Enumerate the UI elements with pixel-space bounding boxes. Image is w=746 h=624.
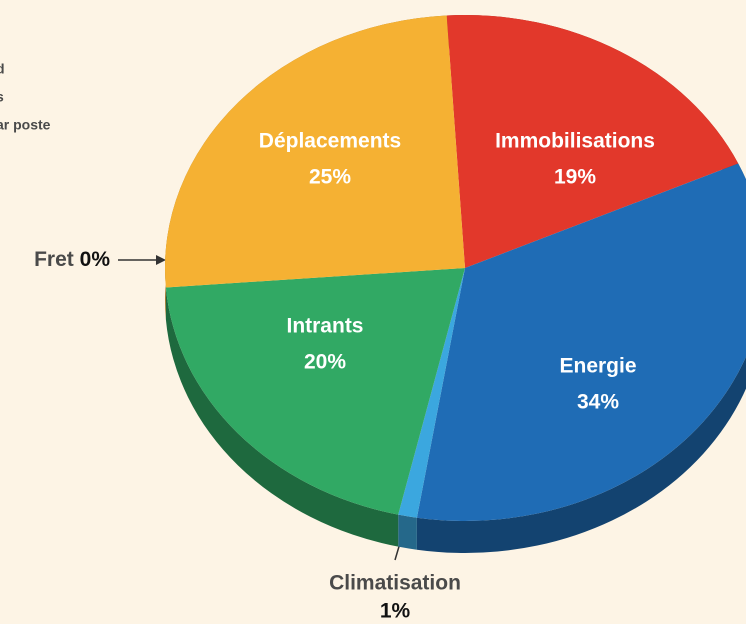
- title-line: d: [0, 61, 5, 77]
- slice: [446, 14, 739, 268]
- arrow-head: [156, 255, 166, 265]
- slice-label: Déplacements: [259, 130, 401, 153]
- slice-label: Fret: [34, 248, 74, 271]
- slice-value: 34%: [577, 391, 619, 414]
- slice: [165, 268, 466, 515]
- slice-side: [398, 514, 417, 550]
- title-line: s: [0, 89, 4, 105]
- slice: [164, 15, 465, 288]
- slice-label: Energie: [559, 355, 636, 378]
- slice-value: 19%: [554, 166, 596, 189]
- slice-side: [165, 287, 399, 547]
- slice-label: Fret 0%: [34, 248, 110, 271]
- slice-label: Intrants: [286, 315, 363, 338]
- slice: [416, 163, 746, 521]
- slice-label: Climatisation: [329, 572, 461, 595]
- slice-value: 20%: [304, 351, 346, 374]
- slice: [398, 268, 465, 518]
- slice-value: 1%: [380, 600, 411, 623]
- slice-label: Immobilisations: [495, 130, 655, 153]
- slice-value: 25%: [309, 166, 351, 189]
- slice-value: 0%: [80, 248, 111, 271]
- title-line: ar poste: [0, 117, 51, 133]
- pie-tops: [164, 14, 746, 521]
